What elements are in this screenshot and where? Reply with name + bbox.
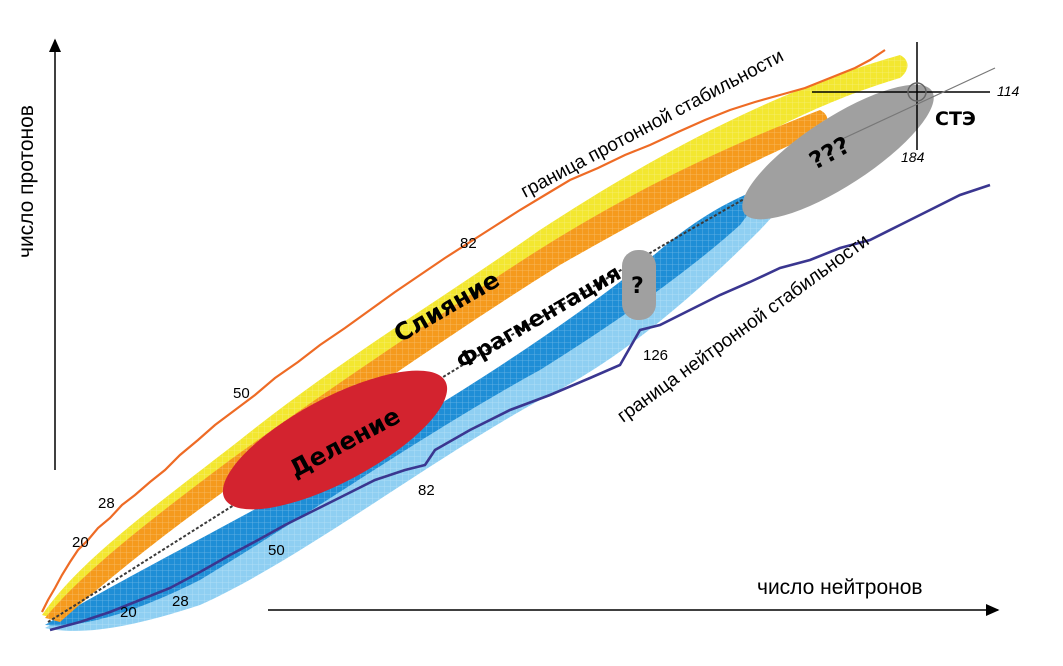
magic-proton-50: 50 (233, 385, 250, 402)
magic-neutron-126: 126 (643, 347, 668, 364)
unknown-small-region (622, 250, 656, 320)
proton-boundary-line (41, 49, 886, 613)
magic-z-114: 114 (997, 83, 1020, 99)
magic-neutron-82: 82 (418, 482, 435, 499)
fission-region (222, 370, 448, 510)
magic-neutron-28: 28 (172, 593, 189, 610)
superheavy-island-marker (907, 82, 927, 102)
neutron-boundary-line (49, 183, 991, 632)
magic-n-184: 184 (901, 149, 925, 165)
magic-neutron-20: 20 (120, 604, 137, 621)
unknown-small-label: ? (631, 274, 644, 299)
x-axis-label: число нейтронов (757, 576, 923, 599)
y-axis-label: число протонов (15, 105, 38, 258)
magic-neutron-50: 50 (268, 542, 285, 559)
magic-proton-20: 20 (72, 534, 89, 551)
magic-proton-82: 82 (460, 235, 477, 252)
ste-label: СТЭ (935, 108, 976, 130)
magic-proton-28: 28 (98, 495, 115, 512)
island-direction-line (839, 67, 996, 141)
